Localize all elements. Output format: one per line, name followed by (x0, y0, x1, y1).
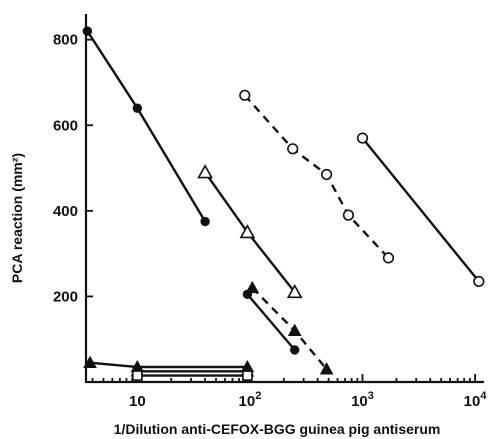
x-tick-label: 10 (129, 393, 146, 410)
filled-triangle-marker (245, 280, 260, 294)
filled-triangle-marker (319, 362, 334, 375)
filled-circle-marker (290, 345, 300, 355)
y-axis-title: PCA reaction (mm²) (9, 153, 25, 283)
open-triangle-marker (286, 283, 303, 299)
x-tick-label: 102 (239, 390, 262, 410)
series-markers (82, 26, 485, 381)
filled-circle-marker (200, 216, 210, 227)
open-circle-marker (342, 209, 355, 221)
axes (84, 14, 484, 384)
axis-frame (84, 14, 484, 384)
filled-circle-marker (132, 103, 143, 113)
filled-circle-marker (82, 26, 93, 36)
x-tick-label: 104 (464, 390, 488, 410)
series-line (251, 287, 328, 370)
open-square-marker (132, 370, 143, 381)
series-lines (86, 30, 480, 377)
filled-triangle-marker (287, 323, 302, 336)
x-axis-title: 1/Dilution anti-CEFOX-BGG guinea pig ant… (114, 421, 441, 437)
open-circle-marker (287, 143, 299, 155)
open-triangle-marker (197, 164, 213, 179)
y-tick-label: 800 (53, 32, 78, 49)
open-circle-marker (382, 252, 395, 264)
series-line (246, 293, 296, 351)
series-line (361, 137, 480, 283)
open-circle-marker (239, 89, 251, 101)
series-line (243, 94, 390, 259)
series-line (86, 30, 207, 223)
x-tick-labels: 10 102 103 104 (129, 390, 487, 410)
x-tick-label: 103 (351, 390, 374, 410)
series-line (89, 361, 248, 369)
y-tick-label: 600 (53, 117, 78, 134)
y-tick-labels: 200 400 600 800 (53, 32, 78, 306)
y-tick-label: 200 (53, 288, 78, 305)
open-circle-marker (321, 168, 333, 181)
open-circle-marker (356, 132, 369, 144)
open-triangle-marker (239, 224, 256, 239)
open-square-marker (242, 370, 253, 381)
y-tick-label: 400 (53, 203, 78, 220)
open-circle-marker (473, 275, 485, 288)
filled-triangle-marker (83, 355, 97, 369)
